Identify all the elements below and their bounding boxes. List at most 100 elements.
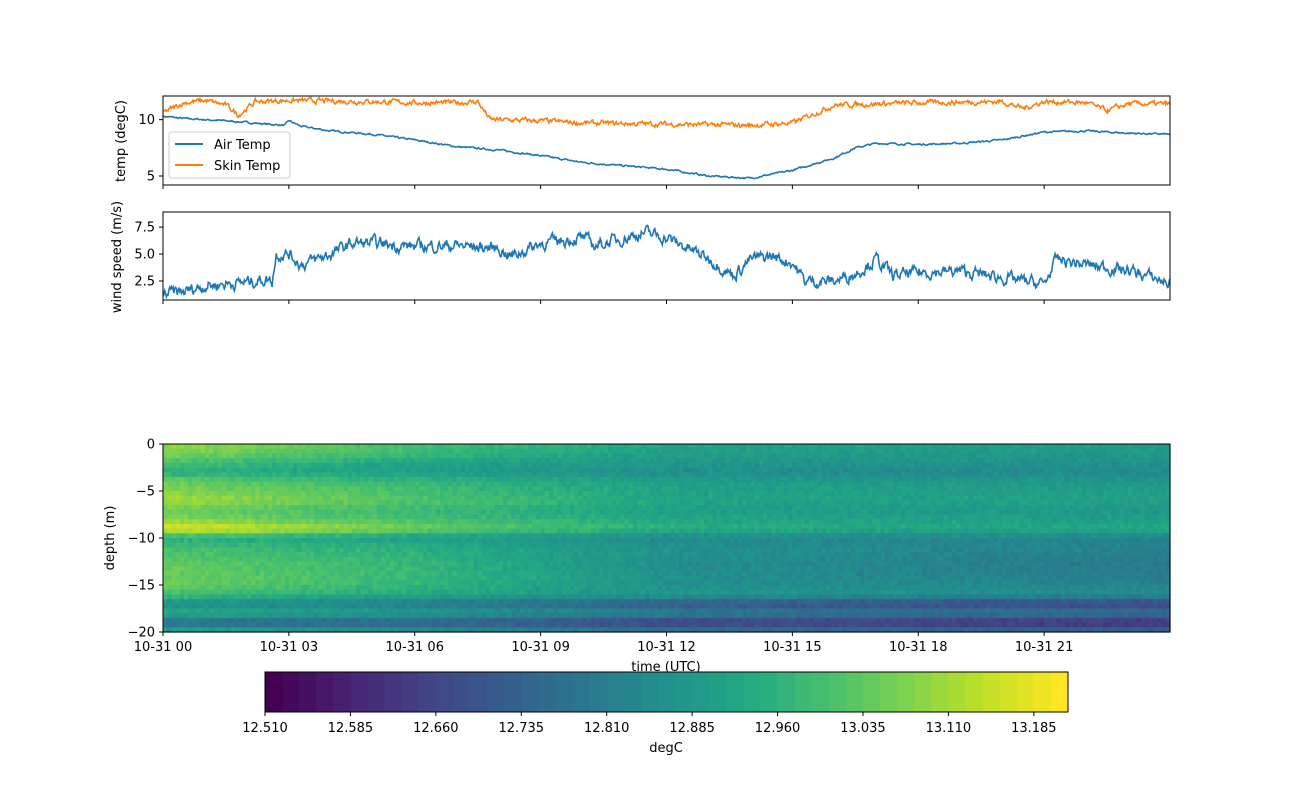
heatmap-cell xyxy=(259,613,265,619)
heatmap-cell xyxy=(335,599,340,605)
heatmap-cell xyxy=(511,500,517,506)
heatmap-cell xyxy=(393,448,399,454)
heatmap-cell xyxy=(448,589,454,595)
heatmap-cell xyxy=(301,622,307,628)
heatmap-cell xyxy=(549,585,554,591)
heatmap-cell xyxy=(209,613,214,619)
heatmap-cell xyxy=(666,481,672,487)
heatmap-cell xyxy=(192,509,198,516)
heatmap-cell xyxy=(242,566,248,572)
heatmap-cell xyxy=(439,500,445,506)
heatmap-cell xyxy=(255,570,261,577)
heatmap-cell xyxy=(628,453,634,459)
heatmap-cell xyxy=(674,453,680,459)
heatmap-cell xyxy=(305,613,311,619)
heatmap-cell xyxy=(406,542,412,548)
heatmap-cell xyxy=(213,613,219,619)
heatmap-cell xyxy=(188,523,193,530)
heatmap-cell xyxy=(498,519,504,525)
heatmap-cell xyxy=(188,481,193,487)
heatmap-cell xyxy=(423,519,428,525)
heatmap-cell xyxy=(519,500,525,506)
heatmap-cell xyxy=(305,519,311,525)
heatmap-cell xyxy=(574,556,579,563)
heatmap-cell xyxy=(435,613,441,619)
heatmap-cell xyxy=(293,603,298,610)
heatmap-cell xyxy=(515,509,521,516)
heatmap-cell xyxy=(200,575,206,581)
heatmap-cell xyxy=(364,575,370,581)
heatmap-cell xyxy=(507,523,512,530)
heatmap-cell xyxy=(599,476,605,483)
heatmap-cell xyxy=(263,486,269,492)
heatmap-cell xyxy=(217,453,223,459)
heatmap-cell xyxy=(217,580,223,586)
heatmap-cell xyxy=(528,519,533,525)
heatmap-cell xyxy=(632,481,638,487)
heatmap-cell xyxy=(528,509,533,516)
heatmap-cell xyxy=(314,500,319,506)
heatmap-cell xyxy=(259,453,265,459)
heatmap-cell xyxy=(221,566,227,572)
heatmap-cell xyxy=(393,509,399,516)
heatmap-cell xyxy=(196,514,202,520)
heatmap-cell xyxy=(406,500,412,506)
heatmap-cell xyxy=(574,519,579,525)
heatmap-cell xyxy=(641,476,647,483)
heatmap-cell xyxy=(578,608,584,614)
heatmap-cell xyxy=(263,476,269,483)
heatmap-cell xyxy=(372,575,378,581)
heatmap-cell xyxy=(507,613,512,619)
heatmap-cell xyxy=(259,472,265,478)
heatmap-cell xyxy=(590,444,596,450)
heatmap-cell xyxy=(565,533,571,539)
heatmap-cell xyxy=(343,505,349,511)
heatmap-cell xyxy=(561,580,567,586)
heatmap-cell xyxy=(314,458,319,464)
heatmap-cell xyxy=(284,608,290,614)
heatmap-cell xyxy=(435,556,441,563)
heatmap-cell xyxy=(356,505,361,511)
heatmap-cell xyxy=(280,500,286,506)
heatmap-cell xyxy=(397,467,403,473)
heatmap-cell xyxy=(616,599,621,605)
heatmap-cell xyxy=(532,519,538,525)
heatmap-cell xyxy=(204,448,210,454)
heatmap-cell xyxy=(528,585,533,591)
heatmap-cell xyxy=(381,481,386,487)
heatmap-cell xyxy=(578,472,584,478)
heatmap-cell xyxy=(381,608,386,614)
heatmap-cell xyxy=(217,476,223,483)
heatmap-cell xyxy=(246,458,252,464)
heatmap-cell xyxy=(616,467,621,473)
heatmap-cell xyxy=(297,608,303,614)
heatmap-cell xyxy=(423,580,428,586)
heatmap-cell xyxy=(481,594,487,600)
heatmap-cell xyxy=(217,481,223,487)
heatmap-cell xyxy=(364,481,370,487)
heatmap-cell xyxy=(578,580,584,586)
heatmap-cell xyxy=(553,552,559,558)
heatmap-cell xyxy=(351,556,357,563)
heatmap-cell xyxy=(356,486,361,492)
heatmap-cell xyxy=(196,519,202,525)
heatmap-cell xyxy=(481,547,487,553)
heatmap-cell xyxy=(209,589,214,595)
heatmap-cell xyxy=(192,462,198,469)
heatmap-cell xyxy=(549,570,554,577)
heatmap-cell xyxy=(280,448,286,454)
heatmap-cell xyxy=(418,500,424,506)
heatmap-cell xyxy=(183,495,189,501)
heatmap-cell xyxy=(431,594,437,600)
heatmap-cell xyxy=(452,613,458,619)
heatmap-cell xyxy=(532,617,538,624)
heatmap-cell xyxy=(330,542,336,548)
heatmap-cell xyxy=(179,453,185,459)
heatmap-cell xyxy=(632,467,638,473)
heatmap-cell xyxy=(393,505,399,511)
heatmap-cell xyxy=(179,505,185,511)
heatmap-cell xyxy=(553,462,559,469)
heatmap-cell xyxy=(192,444,198,450)
heatmap-cell xyxy=(339,542,345,548)
heatmap-cell xyxy=(515,561,521,567)
